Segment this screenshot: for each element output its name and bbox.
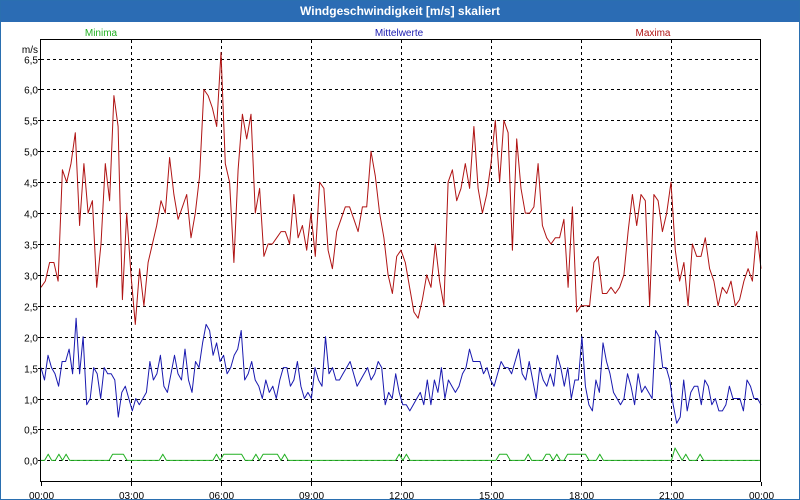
grid-lines	[41, 40, 761, 482]
legend-entry-maxima: Maxima	[635, 28, 670, 39]
x-tick-time: 09:00	[299, 491, 324, 499]
y-tick-label: 5,5	[24, 117, 38, 128]
y-tick-label: 3,0	[24, 272, 38, 283]
y-tick-label: 4,0	[24, 210, 38, 221]
legend-entry-minima: Minima	[85, 28, 118, 39]
y-tick-label: 3,5	[24, 241, 38, 252]
y-tick-label: 2,0	[24, 334, 38, 345]
y-tick-label: 0,5	[24, 426, 38, 437]
x-tick-time: 21:00	[659, 491, 684, 499]
series-line-mittelwerte	[40, 317, 762, 424]
x-tick-time: 12:00	[389, 491, 414, 499]
y-tick-label: 1,5	[24, 365, 38, 376]
y-tick-label: 2,5	[24, 303, 38, 314]
x-axis: 00:0014.12.1803:0014.12.1806:0014.12.180…	[29, 482, 774, 499]
y-tick-label: 1,0	[24, 396, 38, 407]
x-tick-time: 15:00	[479, 491, 504, 499]
y-tick-label: 4,5	[24, 179, 38, 190]
x-tick-time: 00:00	[749, 491, 774, 499]
series-line-maxima	[40, 51, 762, 325]
x-tick-time: 00:00	[29, 491, 54, 499]
y-axis: 0,0 0,5 1,0 1,5 2,0 2,5 3,0 3,5 4,0 4,5 5,0 5,5 6,0 6…	[22, 45, 41, 468]
legend-entry-mittelwerte: Mittelwerte	[375, 28, 424, 39]
plot-frame	[40, 39, 761, 482]
window-title: Windgeschwindigkeit [m/s] skaliert	[1, 1, 799, 22]
legend: Minima Mittelwerte Maxima	[85, 28, 671, 39]
series-line-minima	[41, 447, 761, 461]
y-tick-label: 6,5	[24, 56, 38, 67]
chart-plot: 0,0 0,5 1,0 1,5 2,0 2,5 3,0 3,5 4,0 4,5 5,0 5,5 6,0 6…	[22, 28, 775, 499]
x-tick-time: 03:00	[119, 491, 144, 499]
y-tick-label: 0,0	[24, 457, 38, 468]
x-tick-time: 06:00	[209, 491, 234, 499]
y-axis-label: m/s	[22, 45, 38, 56]
x-tick-time: 18:00	[569, 491, 594, 499]
y-tick-label: 5,0	[24, 148, 38, 159]
y-tick-label: 6,0	[24, 86, 38, 97]
series-lines	[40, 51, 762, 461]
